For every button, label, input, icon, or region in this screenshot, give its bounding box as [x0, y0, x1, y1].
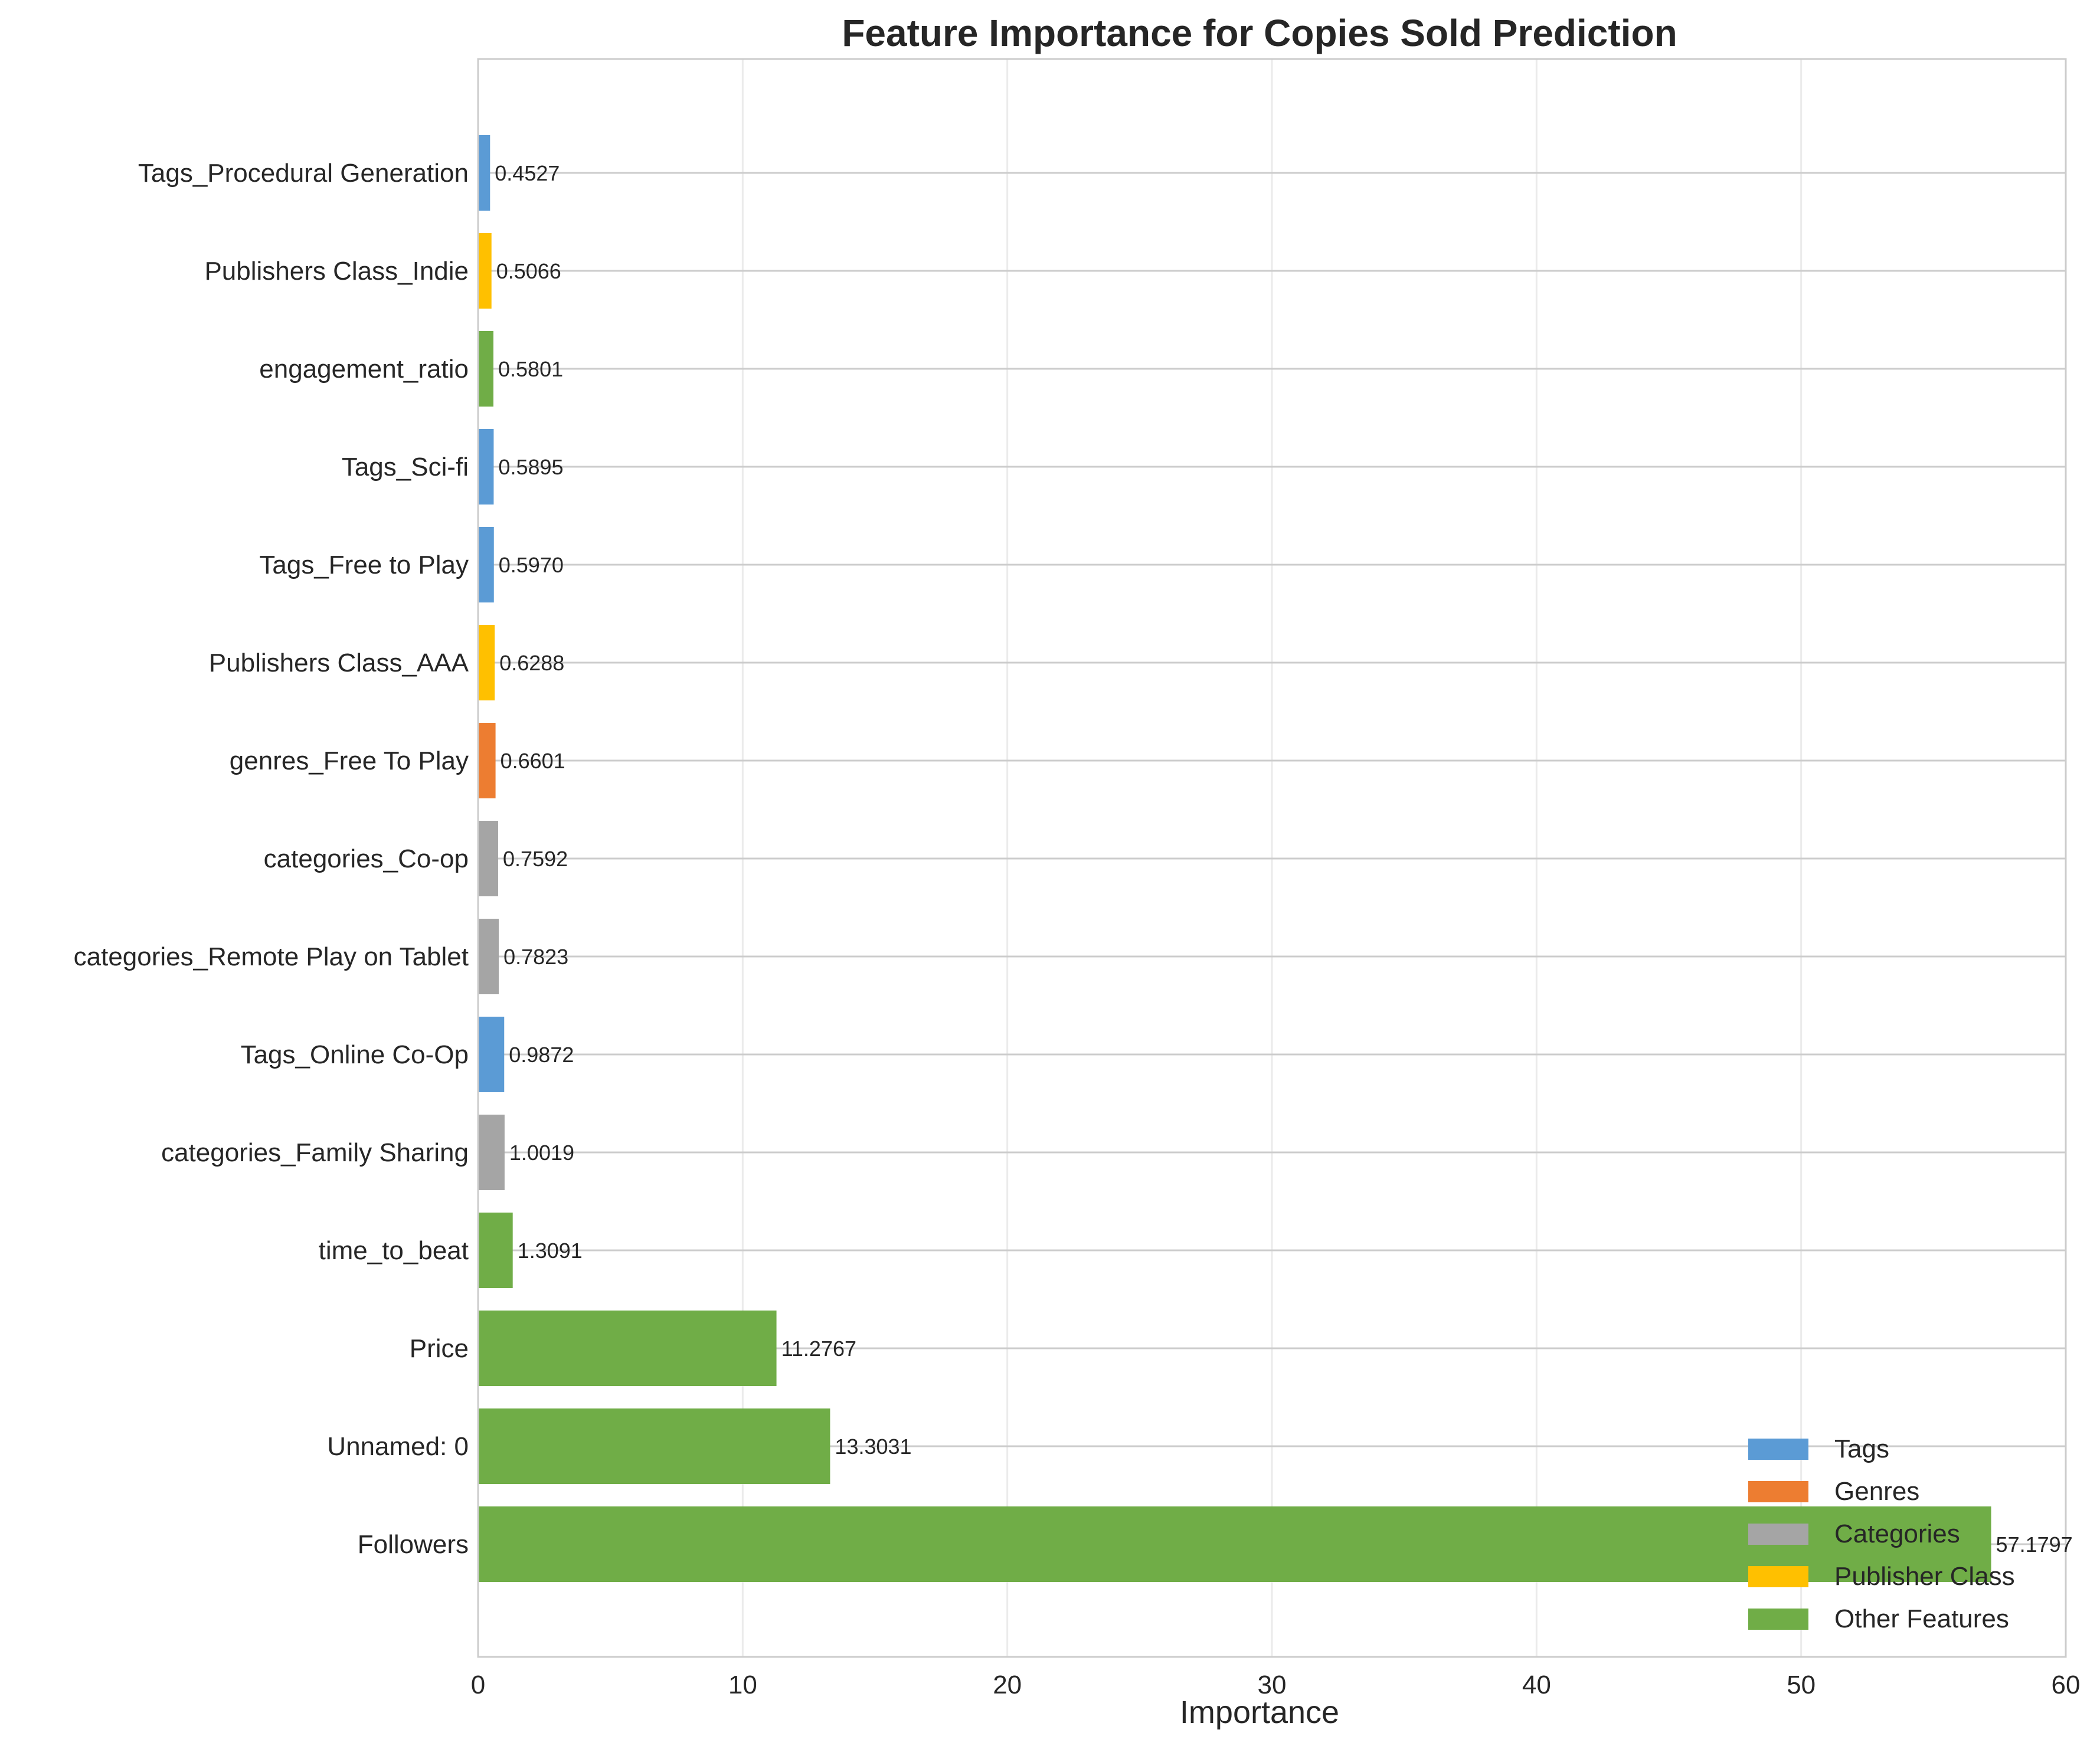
x-tick-label: 50	[1787, 1670, 1816, 1699]
legend-label: Publisher Class	[1834, 1562, 2015, 1591]
y-category-label: time_to_beat	[319, 1236, 469, 1265]
bar-value-label: 0.5801	[498, 357, 563, 381]
bar	[478, 1017, 505, 1092]
legend-swatch	[1748, 1439, 1808, 1460]
x-axis-ticks: 0 10 20 30 40 50 60	[471, 1670, 2081, 1699]
chart-title: Feature Importance for Copies Sold Predi…	[842, 12, 1677, 54]
bar-value-label: 1.3091	[518, 1239, 583, 1263]
bar	[478, 527, 494, 602]
bar-value-label: 0.7592	[503, 847, 568, 871]
bar-value-label: 0.5970	[499, 553, 564, 577]
legend-label: Tags	[1834, 1434, 1889, 1463]
y-category-label: Tags_Sci-fi	[342, 453, 469, 481]
x-tick-label: 60	[2052, 1670, 2081, 1699]
y-category-label: Followers	[358, 1530, 469, 1559]
y-category-label: Publishers Class_Indie	[204, 257, 469, 286]
x-tick-label: 20	[993, 1670, 1022, 1699]
y-category-label: Unnamed: 0	[327, 1432, 469, 1461]
x-tick-label: 30	[1258, 1670, 1287, 1699]
legend-label: Genres	[1834, 1477, 1919, 1506]
bar-value-label: 0.6601	[501, 749, 565, 773]
y-category-label: Tags_Procedural Generation	[138, 159, 469, 188]
y-category-label: Price	[410, 1334, 469, 1363]
plot-border	[477, 58, 2067, 1658]
bar-value-label: 0.5066	[496, 259, 561, 283]
bar	[478, 1311, 777, 1386]
bar	[478, 1213, 513, 1288]
legend-label: Categories	[1834, 1519, 1960, 1548]
legend-swatch	[1748, 1566, 1808, 1587]
bar	[478, 919, 499, 994]
bar-value-label: 57.1797	[1996, 1532, 2073, 1557]
bar	[478, 429, 494, 505]
bar-value-label: 0.5895	[498, 455, 563, 479]
y-axis-category-labels: Tags_Procedural Generation Publishers Cla…	[74, 159, 469, 1559]
x-axis-label: Importance	[1180, 1695, 1339, 1730]
y-category-label: Tags_Free to Play	[259, 551, 469, 579]
legend-swatch	[1748, 1481, 1808, 1502]
bar-value-label: 0.9872	[509, 1043, 574, 1067]
y-category-label: genres_Free To Play	[230, 746, 469, 775]
x-tick-label: 40	[1522, 1670, 1551, 1699]
x-tick-label: 10	[728, 1670, 757, 1699]
bar-value-label: 11.2767	[781, 1336, 856, 1361]
bar-value-labels: 0.4527 0.5066 0.5801 0.5895 0.5970 0.6288 0.66…	[495, 161, 2072, 1557]
legend-label: Other Features	[1834, 1604, 2009, 1633]
bar-value-label: 0.4527	[495, 161, 560, 185]
bar	[478, 1408, 830, 1484]
legend-swatch	[1748, 1524, 1808, 1545]
bar	[478, 625, 495, 700]
bar	[478, 135, 490, 211]
y-category-label: Tags_Online Co-Op	[241, 1040, 469, 1069]
bar-value-label: 1.0019	[509, 1141, 574, 1165]
y-category-label: categories_Remote Play on Tablet	[74, 942, 469, 971]
bar	[478, 1506, 1991, 1582]
x-tick-label: 0	[471, 1670, 485, 1699]
y-category-label: Publishers Class_AAA	[209, 648, 469, 677]
bar	[478, 723, 496, 798]
bar-value-label: 13.3031	[835, 1434, 911, 1459]
bars-group	[478, 135, 1991, 1582]
bar-value-label: 0.6288	[499, 651, 564, 675]
y-category-label: categories_Family Sharing	[161, 1138, 469, 1167]
bar	[478, 821, 499, 896]
legend-swatch	[1748, 1609, 1808, 1630]
legend: Tags Genres Categories Publisher Class Other…	[1748, 1434, 2015, 1633]
bar	[478, 233, 492, 309]
y-category-label: categories_Co-op	[264, 844, 469, 873]
y-category-label: engagement_ratio	[259, 355, 469, 384]
bar	[478, 331, 494, 407]
bar-value-label: 0.7823	[503, 945, 568, 969]
bar	[478, 1115, 505, 1190]
plot-frame	[477, 58, 2067, 1658]
